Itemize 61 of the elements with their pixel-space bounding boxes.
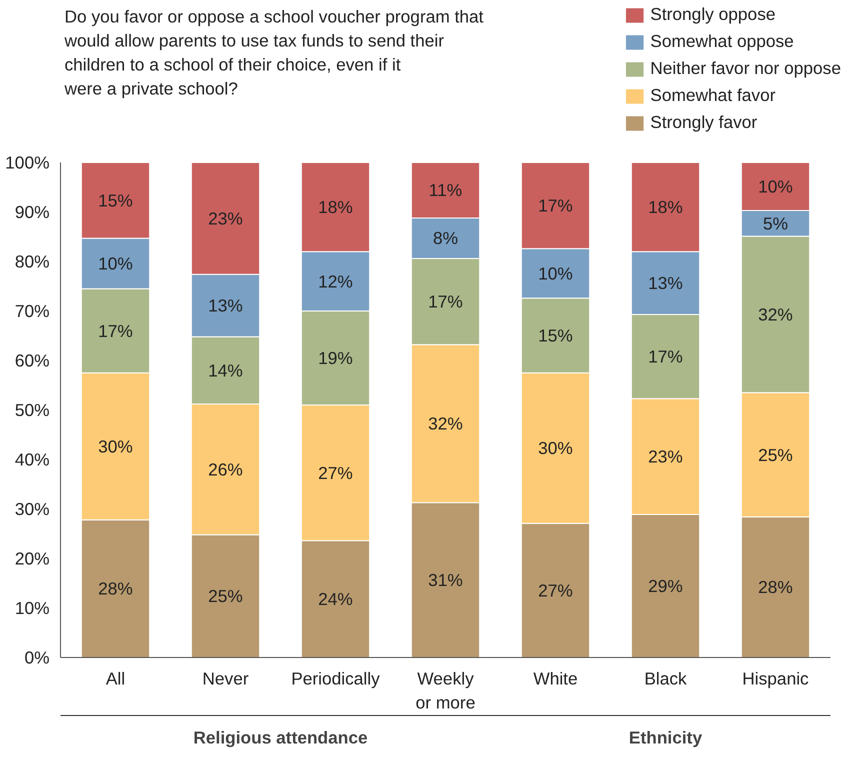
x-tick-label: White (533, 668, 578, 688)
y-tick-label: 90% (14, 202, 50, 222)
y-tick-label: 60% (14, 350, 50, 370)
data-label: 14% (208, 360, 243, 380)
data-label: 17% (428, 292, 463, 312)
data-label: 17% (538, 196, 573, 216)
data-label: 31% (428, 570, 463, 590)
data-label: 8% (432, 228, 458, 248)
data-label: 15% (98, 190, 133, 210)
data-label: 15% (538, 326, 573, 346)
data-label: 11% (428, 180, 462, 200)
x-tick-label: Periodically (291, 668, 380, 688)
y-tick-label: 70% (14, 301, 50, 321)
legend-label: Somewhat oppose (650, 31, 794, 52)
data-label: 27% (538, 580, 573, 600)
data-label: 26% (208, 459, 243, 480)
data-label: 10% (538, 263, 573, 284)
data-label: 32% (428, 414, 463, 434)
legend-label: Strongly favor (650, 112, 758, 133)
data-label: 30% (538, 438, 573, 458)
data-label: 13% (648, 273, 683, 294)
text: Ethnicity (628, 728, 702, 748)
y-tick-label: 100% (5, 152, 50, 172)
data-label: 10% (758, 176, 793, 197)
data-label: 29% (648, 576, 683, 596)
data-label: 25% (758, 444, 793, 465)
y-tick-label: 10% (14, 598, 50, 618)
x-tick-label: Hispanic (742, 668, 810, 688)
data-label: 5% (762, 213, 788, 234)
y-tick-label: 0% (24, 648, 50, 668)
data-label: 17% (98, 320, 133, 341)
text: Religious attendance (193, 728, 368, 748)
data-label: 12% (318, 271, 353, 292)
x-tick-label: Never (202, 668, 249, 688)
y-tick-label: 20% (14, 548, 50, 568)
data-label: 28% (98, 578, 133, 599)
data-label: 28% (758, 577, 793, 598)
x-tick-label: Weekly or more (416, 668, 476, 712)
data-label: 30% (98, 436, 133, 456)
data-label: 23% (208, 208, 243, 228)
chart-title: Do you favor or oppose a school voucher program that would allow parents to use tax funds to send their children to a school of their choice, even if it were a private school? (64, 6, 484, 98)
data-label: 18% (318, 197, 353, 218)
data-label: 23% (648, 446, 683, 467)
data-label: 32% (758, 304, 793, 324)
data-label: 17% (648, 346, 683, 367)
data-label: 27% (318, 462, 353, 483)
data-label: 24% (318, 589, 353, 610)
y-tick-label: 40% (14, 450, 50, 470)
x-tick-label: Black (644, 668, 688, 688)
data-label: 25% (208, 586, 243, 606)
data-label: 10% (98, 253, 133, 274)
legend-label: Somewhat favor (650, 85, 776, 106)
data-label: 13% (208, 296, 243, 316)
data-label: 19% (318, 348, 353, 368)
data-label: 18% (648, 197, 683, 218)
legend-label: Strongly oppose (650, 4, 776, 25)
y-tick-label: 30% (14, 499, 50, 519)
legend-label: Neither favor nor oppose (650, 58, 841, 79)
x-tick-label: All (106, 668, 126, 688)
y-tick-label: 80% (14, 252, 50, 272)
y-tick-label: 50% (14, 400, 50, 420)
